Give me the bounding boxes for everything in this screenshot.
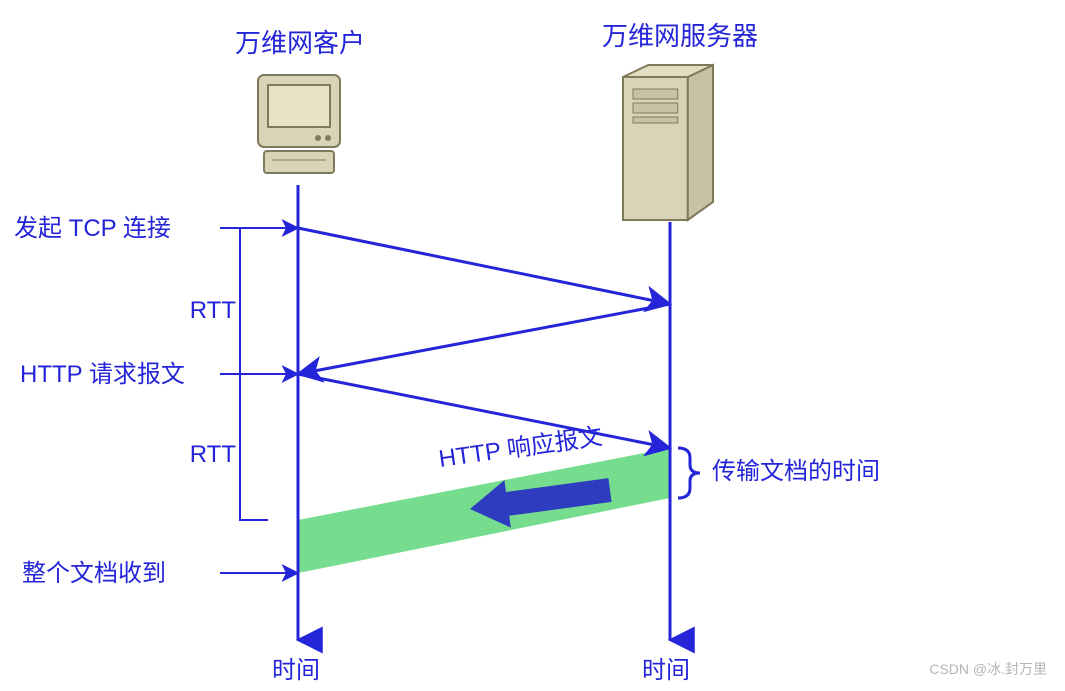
doc-received-label: 整个文档收到 [22, 560, 166, 587]
http-response-label: HTTP 响应报文 [437, 423, 604, 473]
server-icon [623, 65, 713, 220]
rtt-label-1: RTT [190, 441, 237, 468]
message-arrow-1 [298, 304, 670, 374]
rtt-label-0: RTT [190, 297, 237, 324]
http-request-label: HTTP 请求报文 [20, 361, 185, 388]
message-arrow-2 [298, 374, 670, 448]
server-time-axis: 时间 [642, 657, 690, 684]
tcp-connect-label: 发起 TCP 连接 [14, 215, 171, 242]
transfer-time-label: 传输文档的时间 [712, 458, 880, 485]
watermark: CSDN @冰.封万里 [929, 659, 1047, 679]
client-time-axis: 时间 [272, 657, 320, 684]
rtt-bracket-0 [240, 228, 262, 374]
transfer-time-brace [678, 448, 700, 498]
rtt-bracket-1 [240, 374, 262, 520]
client-title: 万维网客户 [235, 28, 365, 58]
client-icon [258, 75, 340, 173]
message-arrow-0 [298, 228, 670, 304]
sequence-diagram: 万维网客户 万维网服务器发起 TCP 连接 HTTP 请求报文整个文档收到 RTT RT… [0, 0, 1065, 691]
server-title: 万维网服务器 [602, 21, 758, 51]
